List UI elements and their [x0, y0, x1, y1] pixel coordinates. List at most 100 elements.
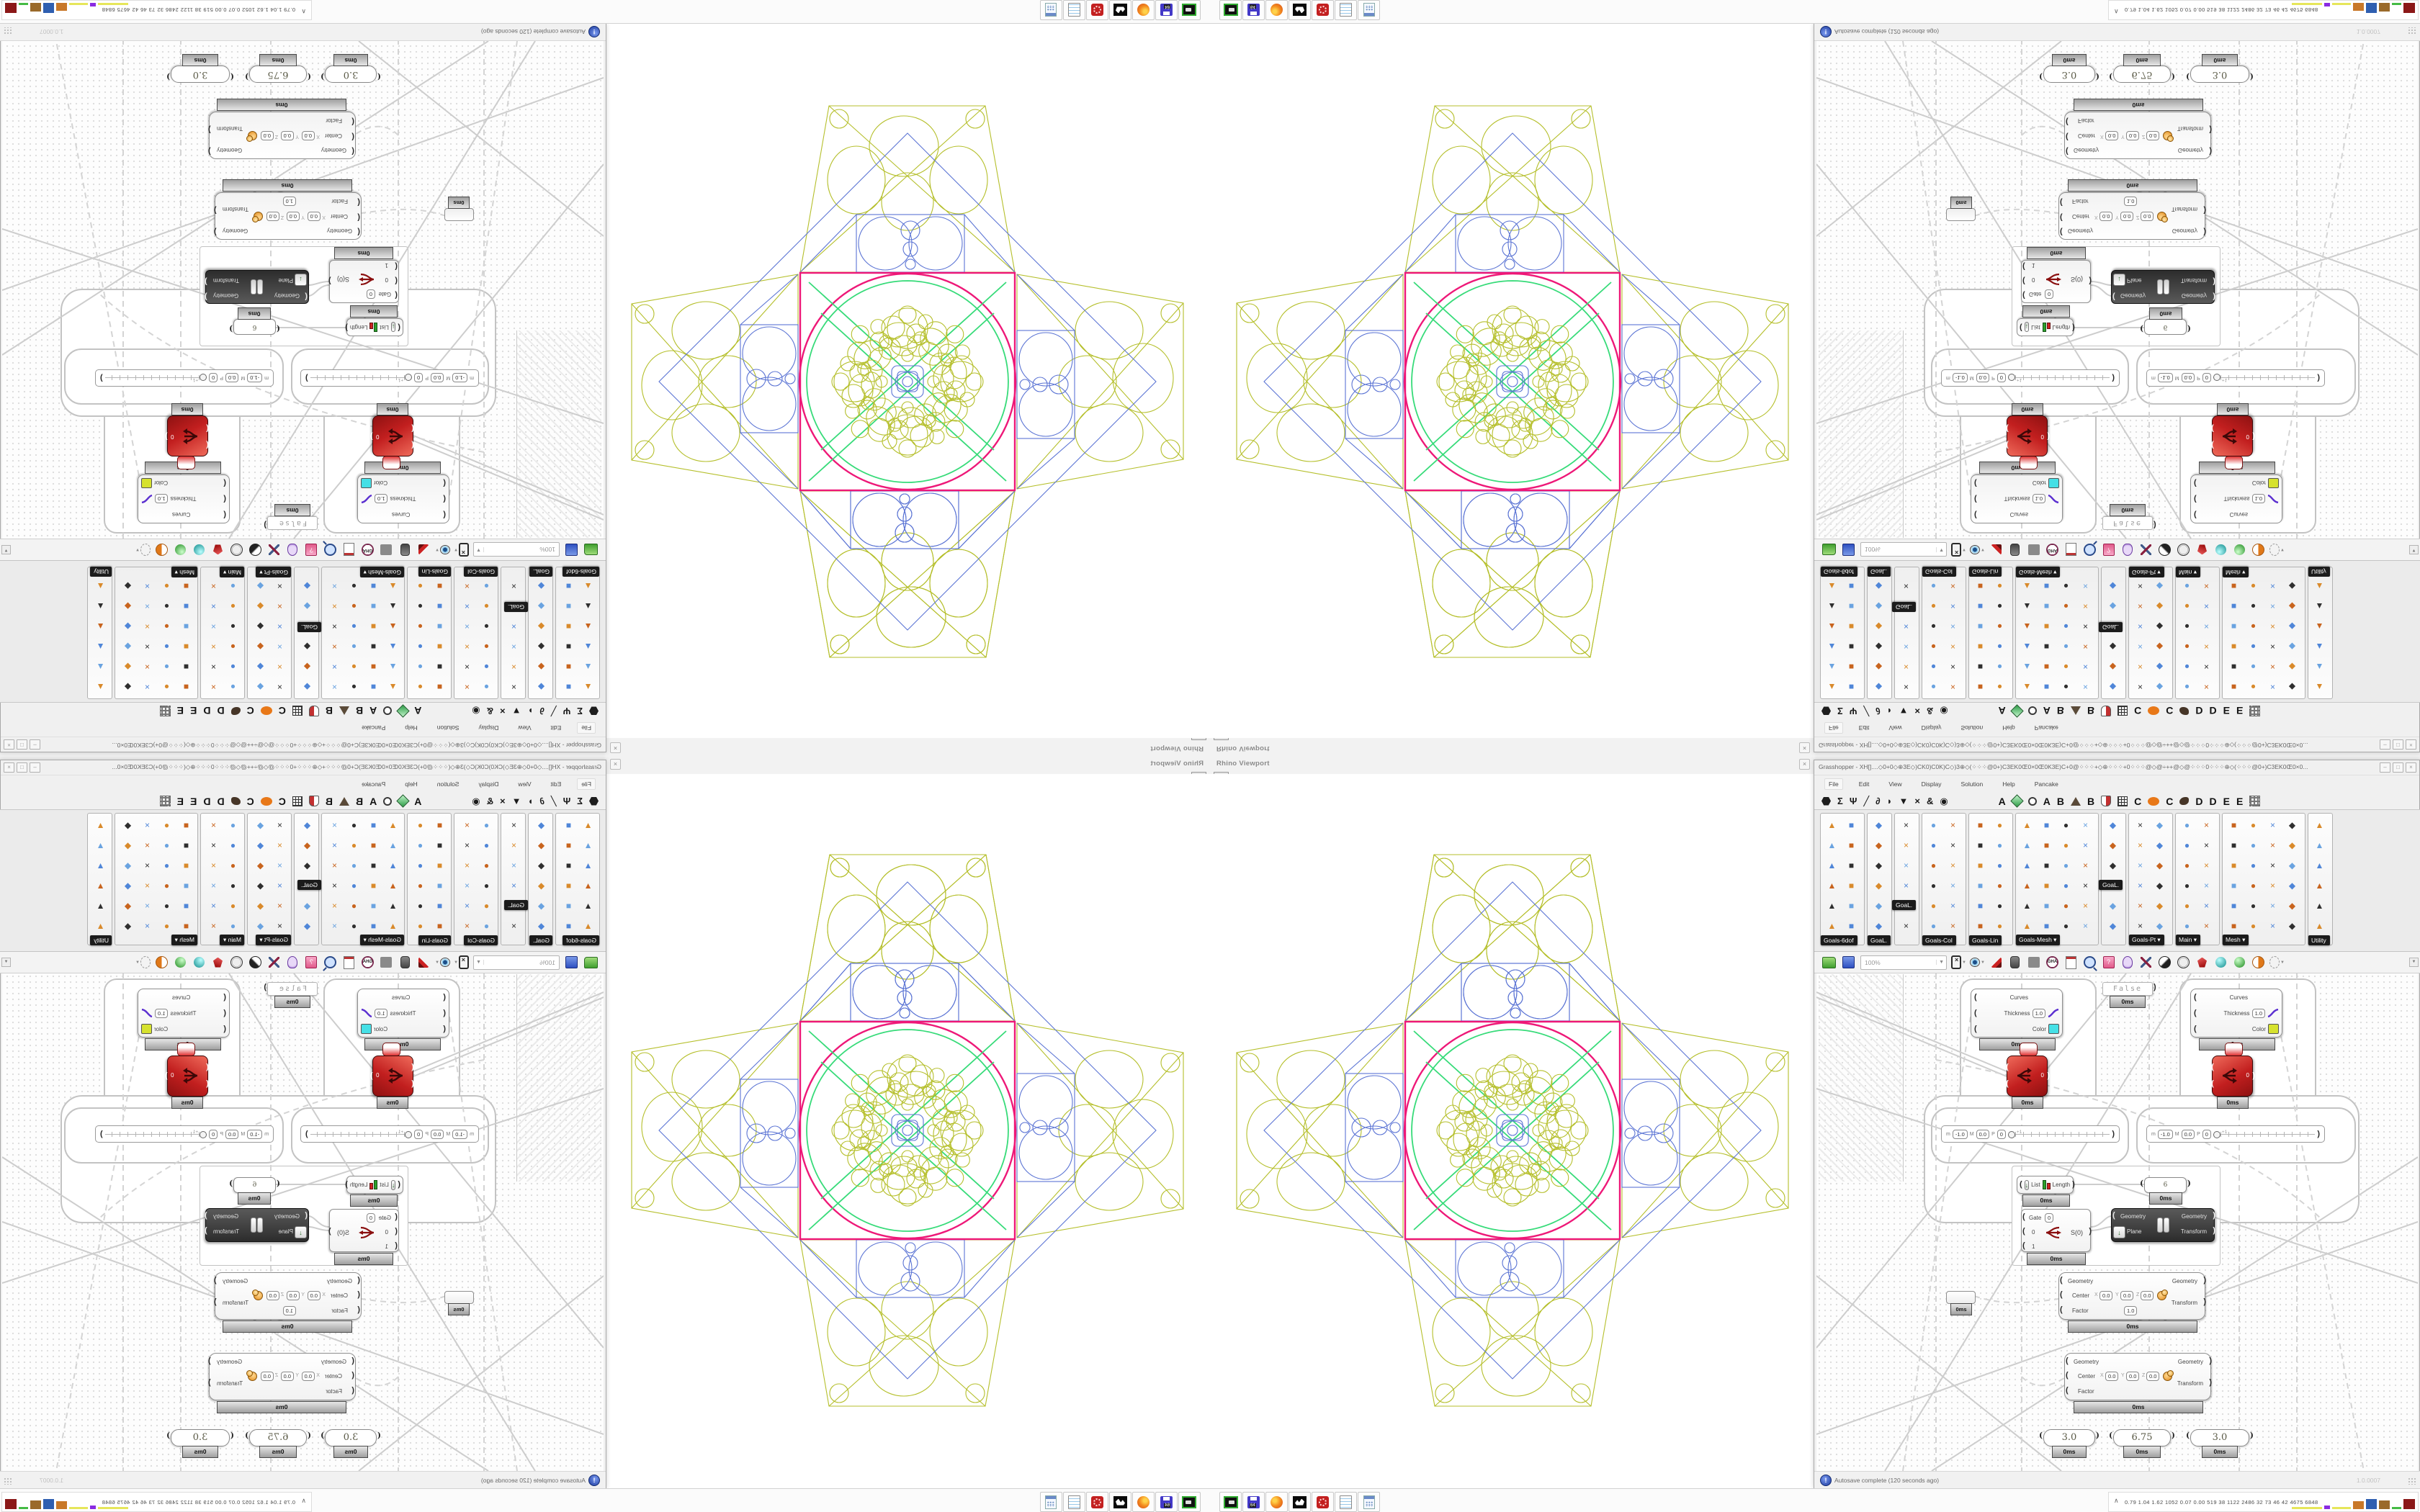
mesh-tab-icon[interactable]: ▼	[1899, 706, 1909, 717]
palette-icon[interactable]: ▲	[388, 840, 398, 850]
palette-group-label[interactable]: Goals-Mesh ▾	[2016, 567, 2061, 577]
chevron-down-icon[interactable]: ▼	[1962, 547, 1966, 552]
shield-icon[interactable]	[308, 706, 319, 716]
palette-icon[interactable]: ×	[465, 621, 470, 631]
sets-tab-icon[interactable]: Ψ	[1849, 795, 1857, 806]
tab-letter-E[interactable]: E	[2236, 705, 2244, 717]
taskbar-app-screenshot-tool[interactable]	[1219, 1492, 1242, 1512]
palette-icon[interactable]: ●	[351, 881, 357, 891]
grasshopper-titlebar[interactable]: Grasshopper - XH[]....◇0+0◇⊕3E◇)CK0)C0K)…	[1814, 760, 2419, 775]
x-value[interactable]: 0.0	[2105, 131, 2119, 140]
download-arrow-icon[interactable]: ↓	[295, 1226, 307, 1238]
palette-icon[interactable]: ■	[183, 662, 189, 672]
palette-icon[interactable]: ◆	[2288, 601, 2296, 611]
custom-preview-left[interactable]: ( Curves ( Thickness 1.0 ( Color	[1971, 474, 2063, 523]
palette-icon[interactable]: ●	[2184, 642, 2190, 652]
palette-icon[interactable]: ▲	[583, 921, 593, 931]
preview-eye-button[interactable]: ▼	[435, 542, 450, 557]
chevron-down-icon[interactable]: ▼	[2280, 960, 2285, 965]
palette-group-label[interactable]: Utility	[2308, 567, 2330, 577]
palette-icon[interactable]: ◆	[2109, 860, 2117, 870]
z-value[interactable]: 0.0	[2146, 131, 2160, 140]
display-tab-icon[interactable]: ◉	[472, 706, 480, 717]
tab-letter-B[interactable]: B	[355, 795, 364, 807]
palette-icon[interactable]: ▲	[583, 682, 593, 692]
wire-display-button[interactable]	[2138, 955, 2154, 970]
palette-group-label[interactable]: Mesh ▾	[2223, 935, 2249, 945]
palette-icon[interactable]: ■	[183, 621, 189, 631]
preview-shaded-button[interactable]	[2157, 955, 2172, 970]
chevron-down-icon[interactable]: ▼	[2280, 547, 2285, 552]
palette-icon[interactable]: ▲	[2315, 581, 2324, 591]
maximize-button[interactable]: □	[2393, 739, 2403, 750]
tab-letter-B[interactable]: B	[2087, 705, 2095, 717]
palette-icon[interactable]: ◆	[2109, 820, 2117, 830]
tab-letter-C[interactable]: C	[278, 705, 286, 717]
palette-icon[interactable]: ◆	[303, 662, 311, 672]
max-value[interactable]: 0.0	[2181, 1129, 2195, 1139]
palette-icon[interactable]: ×	[2269, 840, 2275, 850]
mountain-icon[interactable]	[339, 706, 349, 716]
palette-group-label[interactable]: Mesh ▾	[171, 567, 197, 577]
palette-icon[interactable]: ◆	[124, 881, 132, 891]
palette-group-label[interactable]: Goals-Pt ▾	[256, 567, 291, 577]
palette-icon[interactable]: ■	[2231, 901, 2237, 911]
palette-group-label[interactable]: Mesh ▾	[2223, 567, 2249, 577]
gha-loader-button[interactable]: GHA	[2045, 955, 2060, 970]
palette-icon[interactable]: ×	[2082, 901, 2088, 911]
palette-icon[interactable]: ▲	[583, 901, 593, 911]
chevron-down-icon[interactable]: ▼	[1936, 960, 1946, 965]
palette-icon[interactable]: ▲	[96, 840, 105, 850]
maximize-button[interactable]: □	[2393, 762, 2403, 773]
download-arrow-icon[interactable]: ↓	[390, 1179, 396, 1190]
palette-icon[interactable]: ●	[1930, 860, 1937, 870]
palette-icon[interactable]: ▲	[1827, 820, 1837, 830]
vector-tab-icon[interactable]: ╱	[1863, 795, 1870, 806]
palette-icon[interactable]: ●	[417, 881, 424, 891]
hint-bulb-button[interactable]	[2120, 955, 2135, 970]
palette-icon[interactable]: ×	[1950, 820, 1955, 830]
checker-icon[interactable]	[2249, 796, 2261, 806]
palette-icon[interactable]: ●	[230, 601, 236, 611]
chevron-down-icon[interactable]: ▼	[1936, 547, 1946, 552]
save-file-button[interactable]	[564, 542, 579, 557]
taskbar-app-screenshot-tool[interactable]	[1178, 1492, 1201, 1512]
palette-icon[interactable]: ×	[211, 682, 217, 692]
menu-item-display[interactable]: Display	[1921, 724, 1942, 732]
palette-icon[interactable]: ×	[1950, 860, 1955, 870]
palette-icon[interactable]: ●	[230, 921, 236, 931]
slider-track[interactable]: +1	[105, 374, 207, 383]
resize-grip[interactable]	[4, 27, 12, 35]
tab-letter-E[interactable]: E	[189, 705, 197, 717]
palette-icon[interactable]: ●	[163, 901, 170, 911]
palette-icon[interactable]: ▲	[2315, 682, 2324, 692]
palette-icon[interactable]: ▲	[2022, 601, 2032, 611]
gha-loader-button[interactable]: GHA	[2045, 542, 2060, 557]
boolean-toggle[interactable]: False	[2102, 982, 2153, 996]
palette-icon[interactable]: ◆	[537, 581, 545, 591]
paw-icon[interactable]	[2027, 706, 2037, 716]
palette-icon[interactable]: ●	[2184, 581, 2190, 591]
tab-letter-C[interactable]: C	[2134, 705, 2142, 717]
gha-loader-button[interactable]: GHA	[360, 955, 375, 970]
error-component-left[interactable]: ( ( 0 )	[370, 1056, 414, 1097]
palette-icon[interactable]: ×	[1903, 662, 1909, 672]
tab-letter-E[interactable]: E	[176, 705, 184, 717]
selection-region-button[interactable]: ▼	[2269, 955, 2285, 970]
palette-group-label[interactable]: Main ▾	[2176, 567, 2201, 577]
bird-icon[interactable]	[2179, 797, 2190, 805]
transform-tab-icon[interactable]: &	[486, 706, 494, 717]
palette-icon[interactable]: ■	[370, 642, 377, 652]
palette-icon[interactable]: ■	[1848, 621, 1855, 631]
palette-icon[interactable]: ●	[2250, 581, 2257, 591]
taskbar-app-rhinoceros[interactable]	[1289, 0, 1311, 20]
number-slider[interactable]: ( 3.0 )	[2186, 66, 2254, 83]
bake-button[interactable]	[398, 955, 413, 970]
palette-icon[interactable]: ×	[1950, 662, 1955, 672]
minimize-button[interactable]: –	[2380, 739, 2390, 750]
shield-icon[interactable]	[2101, 706, 2112, 716]
slider-knob[interactable]	[2213, 374, 2220, 382]
tab-letter-B[interactable]: B	[2087, 795, 2095, 807]
palette-icon[interactable]: ◆	[537, 881, 545, 891]
palette-icon[interactable]: ▲	[96, 881, 105, 891]
